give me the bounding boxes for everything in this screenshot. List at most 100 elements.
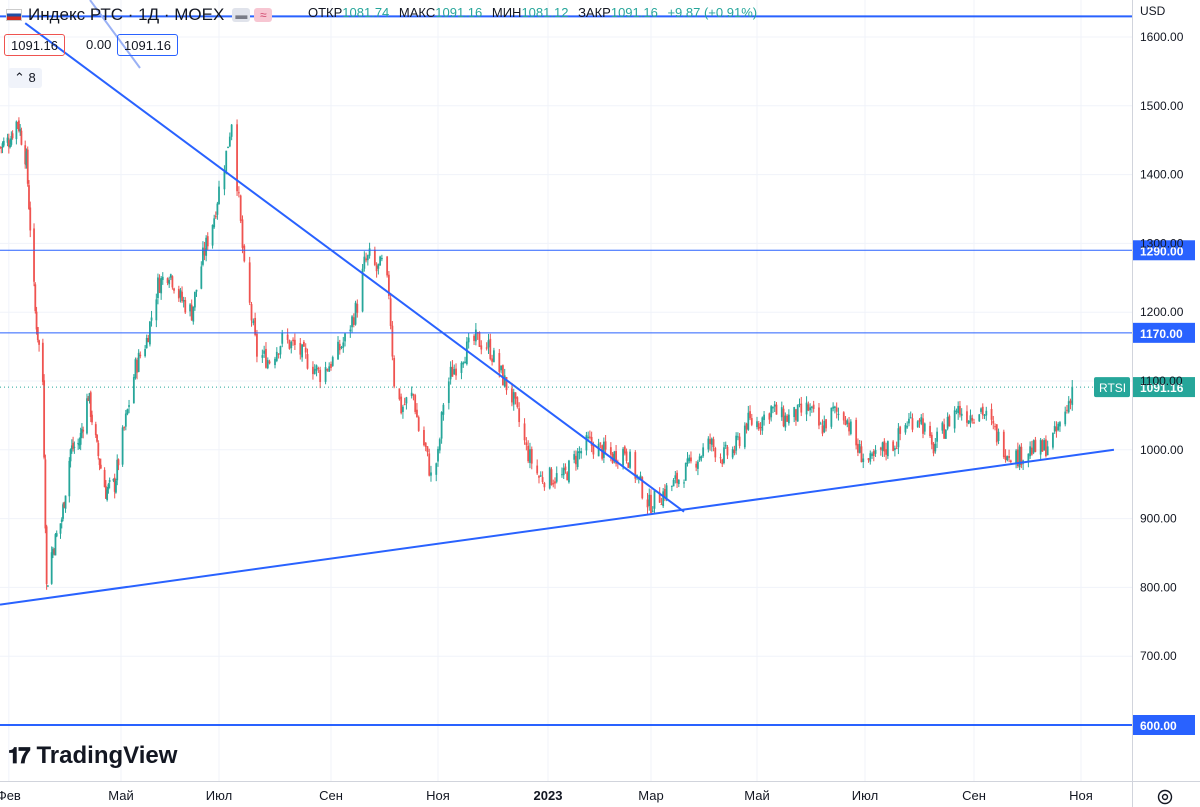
candle-body (438, 439, 441, 451)
minus-icon[interactable]: ▬ (232, 8, 251, 22)
candle-body (462, 362, 465, 365)
candle-body (980, 408, 982, 412)
candle-body (293, 339, 296, 346)
candle-body (773, 404, 776, 407)
x-tick-label: Июл (206, 788, 232, 803)
candle-body (491, 358, 493, 362)
candle-body (416, 409, 418, 418)
candles (0, 117, 1074, 590)
currency-label[interactable]: USD (1140, 4, 1166, 18)
tradingview-wordmark: TradingView (36, 742, 178, 769)
candle-body (684, 463, 687, 481)
candle-body (745, 423, 748, 430)
sell-price-button[interactable]: 1091.16 (4, 34, 65, 56)
candle-body (825, 419, 827, 429)
candle-body (241, 219, 244, 248)
candle-body (36, 327, 39, 340)
candle-body (182, 299, 185, 302)
symbol-title[interactable]: Индекс РТС · 1Д · MOEX (28, 5, 225, 24)
candle-body (181, 291, 183, 302)
candle-body (846, 420, 849, 425)
candle-body (202, 247, 204, 265)
candle-body (158, 278, 161, 293)
candle-body (393, 357, 396, 387)
candle-body (587, 436, 590, 438)
candle-body (386, 256, 389, 276)
candle-body (1032, 440, 1035, 453)
candle-body (89, 392, 92, 418)
candle-body (107, 484, 110, 490)
candle-body (723, 447, 725, 464)
candle-body (879, 447, 882, 450)
gear-icon[interactable] (1156, 788, 1174, 806)
candle-body (337, 341, 339, 360)
candle-body (290, 341, 293, 349)
y-tick-label: 1400.00 (1140, 168, 1184, 182)
candle-body (848, 422, 850, 432)
buy-price-button[interactable]: 1091.16 (117, 34, 178, 56)
candle-body (695, 463, 698, 468)
candle-body (166, 278, 169, 283)
candle-body (775, 404, 778, 415)
candle-body (1064, 411, 1067, 425)
candle-body (1045, 439, 1047, 457)
candle-body (575, 455, 577, 465)
compare-wave-icon[interactable]: ≈ (254, 8, 273, 22)
x-tick-label: Сен (962, 788, 986, 803)
candle-body (292, 339, 294, 342)
candle-body (1069, 400, 1072, 404)
candle-body (842, 412, 845, 421)
candle-body (943, 424, 946, 439)
candle-body (750, 418, 753, 425)
candle-body (412, 394, 415, 396)
candle-body (177, 288, 180, 299)
candle-body (474, 329, 477, 342)
candle-body (274, 358, 276, 366)
candle-body (16, 122, 19, 124)
candle-body (1016, 449, 1019, 467)
candle-body (44, 459, 47, 529)
candle-body (953, 410, 956, 429)
candle-body (428, 453, 431, 476)
candle-body (108, 480, 111, 482)
candle-body (144, 348, 146, 357)
candle-body (344, 333, 346, 342)
close-label: ЗАКР (578, 5, 611, 20)
candle-body (126, 409, 129, 415)
candle-body (511, 388, 513, 403)
candle-body (254, 317, 257, 335)
trend-line-extension (89, 0, 141, 69)
candle-body (319, 369, 322, 382)
candle-body (53, 549, 56, 554)
candle-body (709, 439, 711, 444)
candle-body (858, 444, 861, 453)
candle-body (485, 347, 488, 349)
tradingview-logo[interactable]: 𝟏𝟕 TradingView (8, 742, 177, 770)
tradingview-logo-icon: 𝟏𝟕 (8, 743, 31, 769)
symbol-header[interactable]: Индекс РТС · 1Д · MOEX ▬ ≈ (0, 4, 273, 26)
candle-body (10, 135, 13, 145)
candle-body (795, 409, 797, 421)
candle-body (609, 447, 612, 455)
candle-body (38, 340, 40, 345)
candle-body (15, 121, 18, 140)
candle-body (719, 457, 722, 459)
candle-body (62, 504, 64, 519)
candle-body (881, 442, 884, 451)
candle-body (904, 425, 907, 433)
candle-body (747, 412, 750, 430)
candle-body (941, 422, 944, 431)
candle-body (473, 335, 475, 341)
candle-body (897, 428, 900, 448)
candle-body (670, 485, 673, 487)
collapse-indicators-button[interactable]: ⌃ 8 (8, 68, 42, 88)
candle-body (780, 407, 783, 418)
candle-body (50, 552, 53, 584)
x-tick-label: 2023 (534, 788, 563, 803)
candle-body (106, 489, 109, 500)
candle-body (786, 415, 788, 422)
candle-body (69, 449, 72, 462)
candle-body (969, 415, 972, 423)
candle-body (573, 454, 576, 460)
